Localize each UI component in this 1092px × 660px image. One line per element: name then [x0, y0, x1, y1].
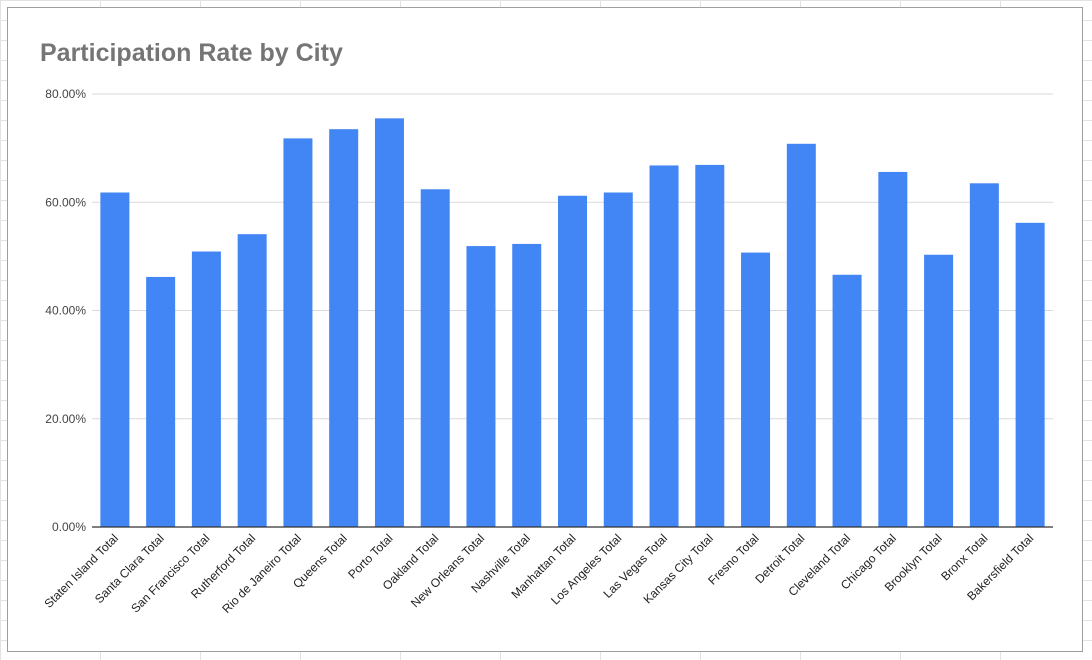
bar[interactable]: [512, 243, 542, 527]
bar[interactable]: [878, 171, 908, 527]
x-tick-label: Rio de Janeiro Total: [219, 531, 304, 616]
bar[interactable]: [283, 138, 313, 527]
bar[interactable]: [374, 118, 404, 527]
bar[interactable]: [695, 164, 725, 527]
bar[interactable]: [558, 195, 587, 527]
bar[interactable]: [1015, 222, 1045, 527]
bar[interactable]: [649, 165, 679, 527]
bar[interactable]: [146, 276, 176, 527]
bar[interactable]: [466, 246, 496, 527]
bar[interactable]: [329, 129, 359, 527]
y-tick-label: 40.00%: [45, 304, 86, 318]
x-tick-label: San Francisco Total: [128, 531, 212, 615]
bar[interactable]: [191, 251, 221, 527]
x-tick-label: Staten Island Total: [41, 531, 121, 611]
y-tick-label: 60.00%: [45, 195, 86, 209]
y-tick-label: 20.00%: [45, 412, 86, 426]
bar[interactable]: [100, 192, 130, 527]
chart-card: Participation Rate by City 0.00% 20.00% 40…: [7, 7, 1083, 652]
bar[interactable]: [603, 192, 633, 527]
bar[interactable]: [420, 189, 450, 527]
y-tick-label: 80.00%: [45, 87, 86, 101]
chart-title: Participation Rate by City: [40, 39, 343, 67]
bar[interactable]: [832, 274, 862, 527]
y-tick-label: 0.00%: [52, 520, 86, 534]
bar[interactable]: [786, 143, 816, 528]
bar-chart: 0.00% 20.00% 40.00% 60.00% 80.00% Staten Isla…: [41, 87, 1053, 616]
bars: [100, 118, 1045, 528]
bar[interactable]: [969, 183, 999, 527]
bar[interactable]: [924, 254, 954, 527]
bar[interactable]: [237, 234, 267, 527]
bar[interactable]: [741, 252, 771, 527]
